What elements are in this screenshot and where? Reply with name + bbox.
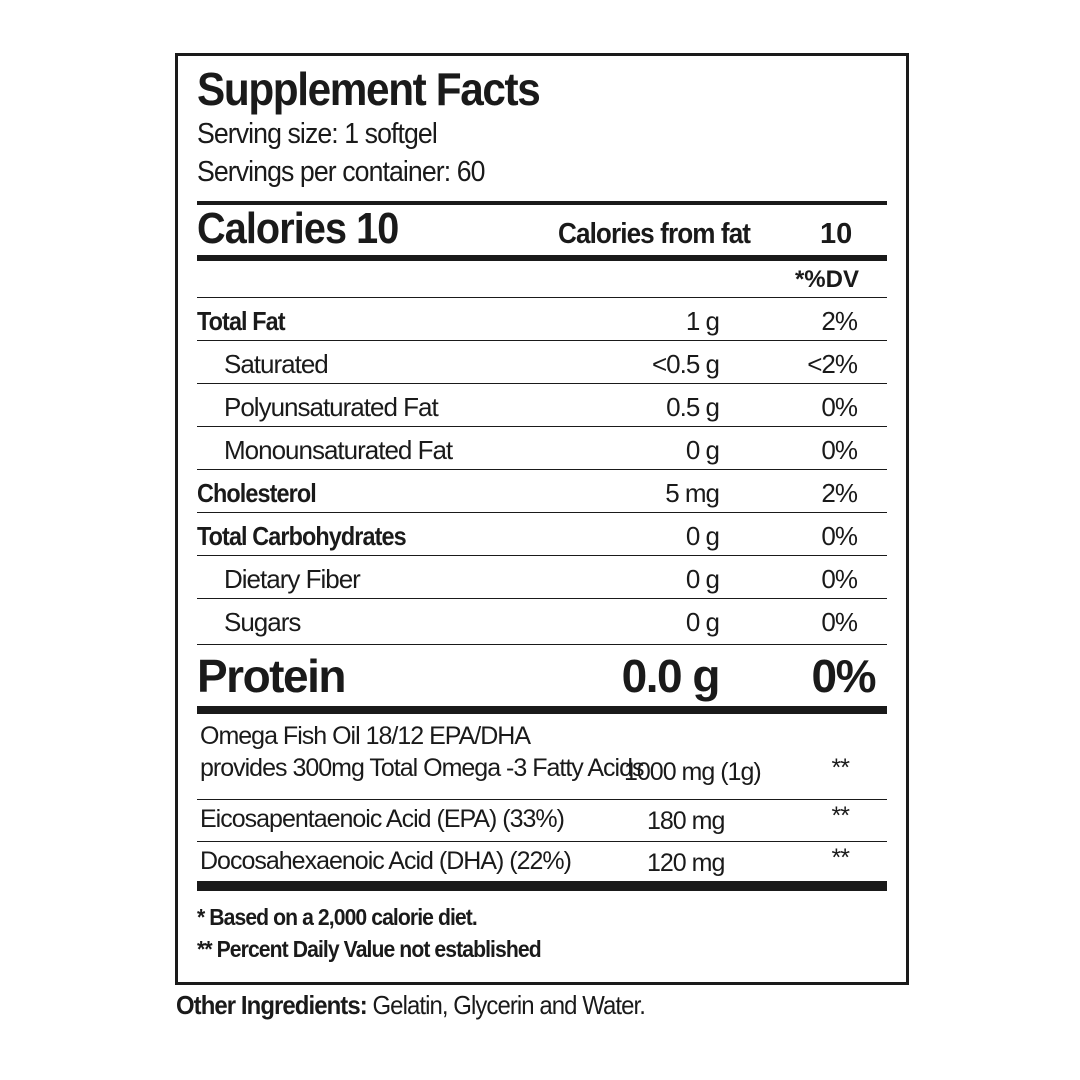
divider [197, 706, 887, 714]
nutrient-amount: 5 mg [665, 478, 720, 508]
nutrient-dv: 2% [821, 478, 858, 508]
nutrient-dv: 0% [821, 435, 858, 465]
nutrient-name: Saturated [224, 349, 329, 379]
calories: Calories 10 [197, 204, 399, 253]
calories-from-fat-label: Calories from fat [558, 218, 751, 250]
protein-dv: 0% [811, 650, 877, 702]
epa-amount: 180 mg [647, 807, 725, 835]
nutrient-amount: 1 g [685, 306, 720, 336]
epa-dv: ** [831, 802, 850, 830]
dha-row: Docosahexaenoic Acid (DHA) (22%) 120 mg … [197, 841, 887, 882]
nutrient-dv: 0% [821, 521, 858, 551]
nutrient-name: Sugars [224, 607, 301, 637]
calories-from-fat-value: 10 [820, 218, 853, 250]
omega-name-line1: Omega Fish Oil 18/12 EPA/DHA [200, 722, 531, 750]
nutrient-name: Cholesterol [197, 478, 317, 508]
dha-amount: 120 mg [647, 849, 725, 877]
nutrient-name: Total Fat [197, 306, 286, 336]
nutrient-dv: 0% [821, 607, 858, 637]
omega-row: Omega Fish Oil 18/12 EPA/DHA provides 30… [197, 714, 887, 799]
nutrient-name: Monounsaturated Fat [224, 435, 453, 465]
nutrient-dv: <2% [807, 349, 858, 379]
nutrient-dv: 0% [821, 392, 858, 422]
nutrient-amount: 0 g [685, 564, 720, 594]
nutrient-row: Monounsaturated Fat 0 g 0% [197, 426, 887, 470]
nutrient-name: Polyunsaturated Fat [224, 392, 439, 422]
dha-dv: ** [831, 844, 850, 872]
protein-row: Protein 0.0 g 0% [197, 644, 887, 707]
omega-name-line2: provides 300mg Total Omega -3 Fatty Acid… [200, 754, 644, 782]
epa-name: Eicosapentaenoic Acid (EPA) (33%) [200, 805, 565, 833]
nutrient-amount: 0 g [685, 607, 720, 637]
serving-size: Serving size: 1 softgel [197, 118, 438, 150]
nutrient-row: Total Carbohydrates 0 g 0% [197, 512, 887, 556]
dha-name: Docosahexaenoic Acid (DHA) (22%) [200, 847, 572, 875]
other-ingredients-text: Gelatin, Glycerin and Water. [366, 990, 645, 1020]
nutrient-row: Polyunsaturated Fat 0.5 g 0% [197, 383, 887, 427]
nutrient-row: Saturated <0.5 g <2% [197, 340, 887, 384]
nutrient-amount: 0 g [685, 435, 720, 465]
nutrient-dv: 2% [821, 306, 858, 336]
divider [197, 201, 887, 205]
footnote-calorie-diet: * Based on a 2,000 calorie diet. [197, 904, 478, 930]
nutrient-dv: 0% [821, 564, 858, 594]
other-ingredients-label: Other Ingredients: [176, 990, 368, 1020]
divider [197, 255, 887, 261]
nutrient-row: Cholesterol 5 mg 2% [197, 469, 887, 513]
nutrient-amount: 0 g [685, 521, 720, 551]
panel-title: Supplement Facts [197, 63, 541, 115]
nutrient-row: Sugars 0 g 0% [197, 598, 887, 642]
nutrient-name: Total Carbohydrates [197, 521, 407, 551]
other-ingredients: Other Ingredients: Gelatin, Glycerin and… [176, 990, 646, 1021]
divider [197, 881, 887, 891]
omega-dv: ** [831, 754, 850, 782]
supplement-facts-panel: Supplement Facts Serving size: 1 softgel… [175, 53, 909, 985]
nutrient-row: Total Fat 1 g 2% [197, 297, 887, 341]
omega-amount: 1000 mg (1g) [624, 758, 762, 786]
footnote-dv-not-established: ** Percent Daily Value not established [197, 936, 542, 962]
epa-row: Eicosapentaenoic Acid (EPA) (33%) 180 mg… [197, 799, 887, 842]
nutrient-amount: 0.5 g [666, 392, 720, 422]
protein-name: Protein [197, 650, 346, 702]
protein-amount: 0.0 g [621, 650, 721, 702]
nutrient-name: Dietary Fiber [224, 564, 361, 594]
nutrient-row: Dietary Fiber 0 g 0% [197, 555, 887, 599]
dv-header: *%DV [794, 266, 859, 293]
nutrient-amount: <0.5 g [651, 349, 720, 379]
servings-per-container: Servings per container: 60 [197, 156, 485, 188]
